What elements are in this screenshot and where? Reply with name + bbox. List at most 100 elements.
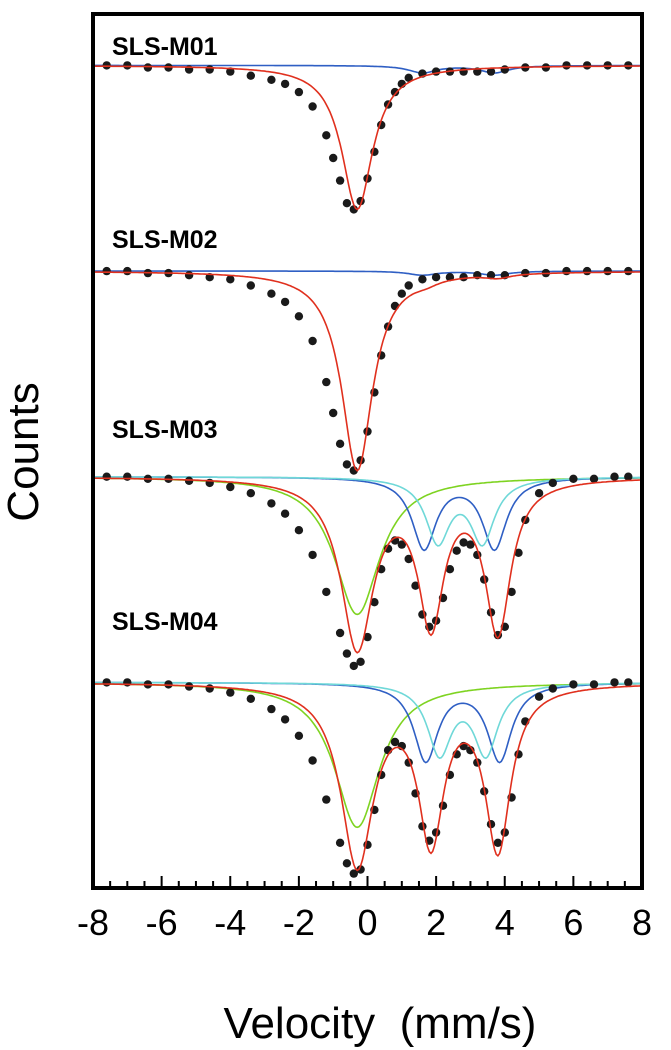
data-point [404,554,413,564]
spectrum-label: SLS-M02 [112,226,218,254]
data-point [431,273,441,282]
data-point [404,73,413,83]
data-point [445,565,455,574]
data-point [624,266,633,276]
data-point [459,538,468,547]
data-point [459,273,468,282]
x-tick-label: -8 [77,902,109,943]
data-point [390,737,400,747]
data-point [397,540,406,549]
spectrum-label: SLS-M01 [112,33,218,61]
data-point [246,281,255,290]
data-point [123,678,132,687]
data-point [322,377,331,387]
data-point [329,153,338,163]
spectrum-sls-m01 [92,61,642,214]
data-point [569,474,578,483]
data-point [610,472,619,481]
data-point [308,102,317,111]
data-point [308,756,317,765]
x-tick-label: -4 [214,902,246,943]
data-point [486,67,496,76]
data-point [226,275,235,284]
x-tick-label: 4 [495,902,515,943]
data-point [466,746,475,755]
data-point [329,408,338,418]
x-tick-label: 2 [426,902,446,943]
data-point [363,632,372,642]
data-point [226,688,235,697]
data-point [582,61,592,70]
data-point [500,828,509,837]
data-point [294,87,304,97]
fit-curve [92,65,642,211]
data-point [370,598,379,607]
spectrum-sls-m04 [93,678,642,878]
data-point [562,61,571,70]
data-point [322,131,331,140]
data-point [123,472,132,481]
data-point [342,649,352,658]
data-point [514,548,523,557]
data-point [582,266,592,276]
data-point [466,540,475,549]
data-point [280,509,290,518]
data-point [226,67,235,76]
data-point [562,266,571,276]
data-point [624,472,633,481]
x-tick-label: 8 [632,902,652,943]
data-point [322,587,331,597]
doublet-component-line [93,270,642,277]
x-tick-label: -6 [146,902,178,943]
data-point [445,273,455,282]
singlet-component-line [93,682,642,829]
data-point [280,297,290,307]
x-axis-label: Velocity (mm/s) [224,999,537,1048]
doublet-component-line [93,681,642,764]
data-point [143,63,153,72]
data-point [356,657,365,666]
data-point [123,61,132,70]
x-tick-label: 0 [357,902,377,943]
data-point [589,680,599,689]
data-point [624,678,633,687]
data-point [294,731,304,740]
data-point [411,581,420,590]
data-point [493,838,503,847]
plot-area [92,61,643,878]
data-point [184,271,194,280]
data-point [548,478,557,488]
data-point [349,661,358,671]
data-point [459,67,468,76]
data-point [534,489,544,498]
data-point [280,79,290,89]
fit-curve [93,683,642,872]
data-point [335,176,345,185]
singlet-component-line [93,477,642,616]
data-point [267,499,276,508]
data-point [246,71,255,80]
data-point [548,684,557,693]
data-point [335,628,345,638]
data-point [438,801,448,810]
data-point [335,439,345,448]
data-point [418,275,427,284]
data-point [123,266,132,276]
data-point [294,312,304,321]
data-point [404,281,413,290]
data-point [363,427,372,436]
data-point [267,75,276,85]
data-point [397,289,406,298]
data-point [500,65,509,74]
data-point [390,87,400,97]
data-point [342,859,352,868]
data-point [349,869,358,878]
data-point [102,472,111,481]
data-point [342,460,352,469]
data-point [226,482,235,492]
data-point [102,678,111,687]
data-point [102,266,111,276]
spectrum-label: SLS-M04 [112,608,218,636]
data-point [280,715,290,724]
data-point [308,336,317,346]
